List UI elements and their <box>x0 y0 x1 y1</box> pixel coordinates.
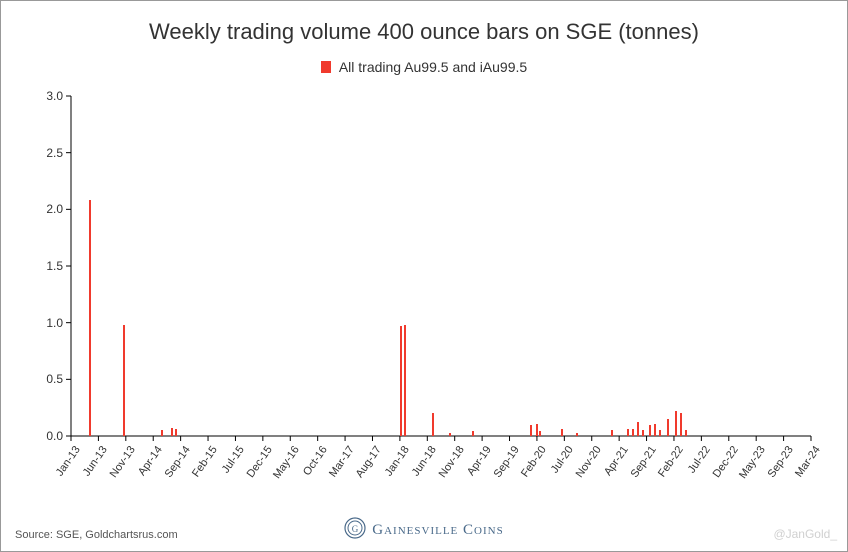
watermark: @JanGold_ <box>773 527 837 541</box>
bar <box>161 430 163 436</box>
chart-frame: Weekly trading volume 400 ounce bars on … <box>0 0 848 552</box>
bar <box>539 431 541 436</box>
bar <box>654 424 656 436</box>
y-tick-label: 1.0 <box>3 316 63 330</box>
bar <box>404 325 406 436</box>
bars <box>71 96 811 436</box>
y-tick-label: 2.5 <box>3 146 63 160</box>
chart-title: Weekly trading volume 400 ounce bars on … <box>1 19 847 45</box>
y-tick-label: 2.0 <box>3 202 63 216</box>
bar <box>649 425 651 436</box>
bar <box>171 428 173 436</box>
bar <box>680 413 682 436</box>
bar <box>400 326 402 436</box>
bar <box>611 430 613 436</box>
coin-icon: G <box>344 517 366 543</box>
bar <box>637 422 639 436</box>
bar <box>675 411 677 436</box>
bar <box>175 429 177 436</box>
legend-swatch <box>321 61 331 73</box>
bar <box>667 419 669 436</box>
bar <box>576 433 578 436</box>
bar <box>472 431 474 436</box>
bar <box>561 429 563 436</box>
svg-text:G: G <box>352 524 359 534</box>
bar <box>432 413 434 436</box>
x-tick-label: Mar-24 <box>767 444 823 516</box>
bar <box>536 424 538 436</box>
y-tick-label: 0.0 <box>3 429 63 443</box>
legend: All trading Au99.5 and iAu99.5 <box>1 59 847 75</box>
brand: G Gainesville Coins <box>1 517 847 543</box>
bar <box>659 430 661 436</box>
bar <box>123 325 125 436</box>
bar <box>89 200 91 436</box>
brand-name: Gainesville Coins <box>372 522 503 538</box>
y-tick-label: 1.5 <box>3 259 63 273</box>
plot-area: 0.00.51.01.52.02.53.0 Jan-13Jun-13Nov-13… <box>71 96 811 436</box>
bar <box>530 425 532 436</box>
bar <box>449 433 451 436</box>
bar <box>627 429 629 436</box>
bar <box>642 430 644 436</box>
legend-label: All trading Au99.5 and iAu99.5 <box>339 59 527 75</box>
y-tick-label: 0.5 <box>3 372 63 386</box>
y-tick-label: 3.0 <box>3 89 63 103</box>
bar <box>632 429 634 436</box>
bar <box>685 430 687 436</box>
